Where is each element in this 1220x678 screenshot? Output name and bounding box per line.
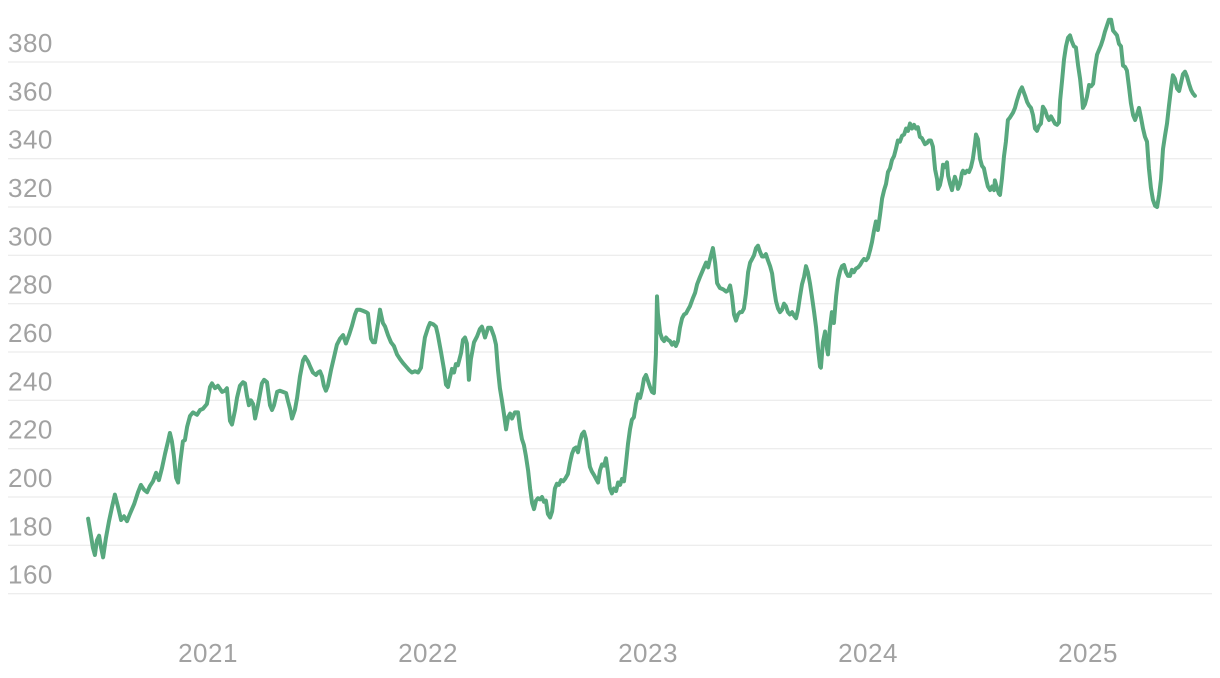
y-axis-tick-label: 260: [8, 318, 53, 348]
y-axis-tick-label: 340: [8, 125, 53, 155]
x-axis-tick-label: 2021: [178, 638, 238, 668]
x-axis-tick-label: 2025: [1058, 638, 1118, 668]
x-axis-tick-label: 2022: [398, 638, 458, 668]
y-axis-tick-label: 320: [8, 173, 53, 203]
y-axis-tick-label: 380: [8, 28, 53, 58]
y-axis-tick-label: 160: [8, 560, 53, 590]
y-axis-tick-label: 180: [8, 511, 53, 541]
y-axis-tick-label: 280: [8, 270, 53, 300]
x-axis-tick-label: 2023: [618, 638, 678, 668]
y-axis-tick-label: 240: [8, 366, 53, 396]
y-axis-tick-label: 220: [8, 415, 53, 445]
y-axis-tick-label: 300: [8, 221, 53, 251]
y-axis-tick-label: 360: [8, 76, 53, 106]
price-line-series[interactable]: [86, 17, 1197, 560]
x-axis-tick-label: 2024: [838, 638, 898, 668]
y-axis-tick-label: 200: [8, 463, 53, 493]
